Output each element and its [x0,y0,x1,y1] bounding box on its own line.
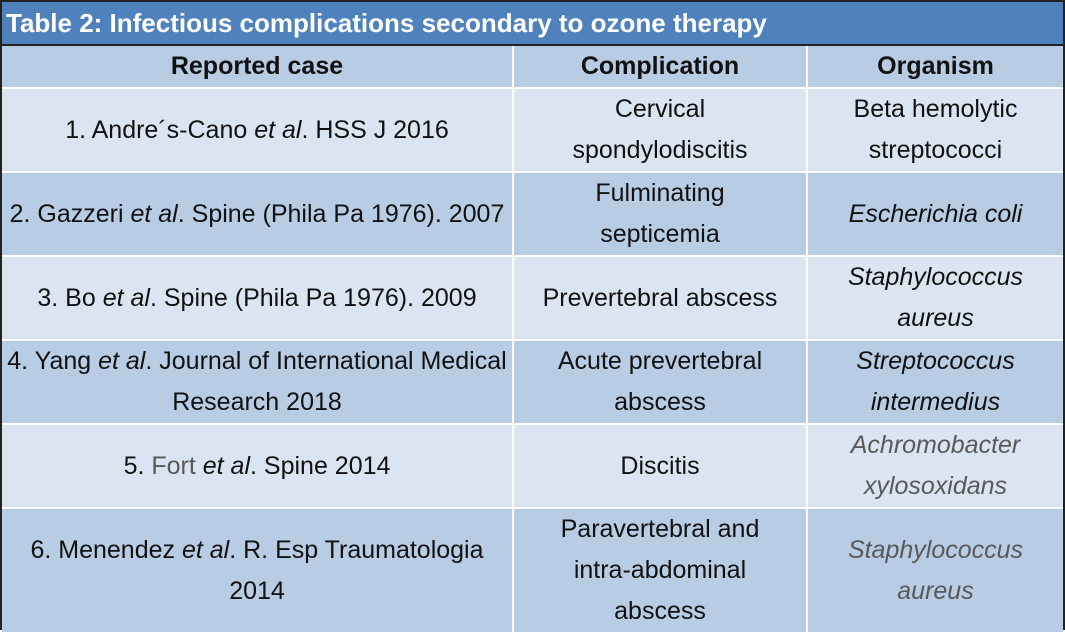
case-author: 4. Yang [7,347,99,375]
case-journal: . HSS J 2016 [301,115,449,144]
reported-case-cell: 4. Yang et al. Journal of International … [2,339,514,425]
header-organism: Organism [806,46,1063,89]
case-author: 1. Andre´s-Cano [65,115,255,144]
case-etal: et al [98,347,146,375]
complication-cell: Discitis [512,423,808,509]
organism-line: streptococci [868,136,1003,164]
case-journal: . Journal of International Medical Resea… [145,347,507,416]
reported-case-cell: 5. Fort et al. Spine 2014 [2,423,514,509]
complication-line: septicemia [600,220,720,248]
case-etal: et al [181,535,230,564]
case-etal: et al [254,115,302,144]
complication-line: intra-abdominal [573,556,747,584]
case-number: 5. [123,451,152,480]
table-row: 5. Fort et al. Spine 2014 Discitis Achro… [2,423,1063,509]
complication-line: Acute prevertebral [557,347,763,375]
complication-line: abscess [614,388,706,416]
case-etal: et al [130,199,178,228]
reported-case-cell: 3. Bo et al. Spine (Phila Pa 1976). 2009 [2,255,514,341]
case-author: 2. Gazzeri [9,199,131,228]
organism-line: Achromobacter [850,431,1021,459]
organism-cell: Streptococcus intermedius [806,339,1063,425]
complication-line: abscess [614,597,706,625]
table-row: 1. Andre´s-Cano et al. HSS J 2016 Cervic… [2,87,1063,173]
complication-line: Fulminating [595,179,725,207]
organism-cell: Beta hemolytic streptococci [806,87,1063,173]
organism-cell: Staphylococcus aureus [806,255,1063,341]
header-reported-case: Reported case [2,46,514,89]
complication-cell: Fulminating septicemia [512,171,808,257]
case-etal: et al [102,283,150,312]
organism-line: Staphylococcus [847,263,1024,291]
complication-cell: Cervical spondylodiscitis [512,87,808,173]
header-complication: Complication [512,46,808,89]
organism-line: Streptococcus [856,347,1015,375]
organism-line: Beta hemolytic [853,95,1018,123]
complication-cell: Paravertebral and intra-abdominal absces… [512,507,808,632]
case-author: 6. Menendez [30,535,182,564]
reported-case-cell: 1. Andre´s-Cano et al. HSS J 2016 [2,87,514,173]
organism-cell: Achromobacter xylosoxidans [806,423,1063,509]
table-row: 2. Gazzeri et al. Spine (Phila Pa 1976).… [2,171,1063,257]
table-row: 6. Menendez et al. R. Esp Traumatologia … [2,507,1063,632]
organism-line: Escherichia coli [848,199,1023,228]
header-row: Reported case Complication Organism [2,46,1063,89]
complication-cell: Prevertebral abscess [512,255,808,341]
organism-line: aureus [897,304,974,332]
complication-line: Discitis [620,451,700,480]
complication-line: spondylodiscitis [572,136,748,164]
case-journal: . Spine (Phila Pa 1976). 2009 [149,283,477,312]
case-journal: . Spine 2014 [250,451,391,480]
organism-line: aureus [897,576,974,605]
case-journal: . Spine (Phila Pa 1976). 2007 [177,199,505,228]
complication-line: Paravertebral and [560,515,760,543]
complications-table: Reported case Complication Organism 1. A… [2,46,1063,632]
reported-case-cell: 6. Menendez et al. R. Esp Traumatologia … [2,507,514,632]
complication-line: Cervical [614,95,706,123]
organism-cell: Staphylococcus aureus [806,507,1063,632]
complication-line: Prevertebral abscess [542,283,778,312]
case-author: Fort [151,451,203,480]
table-row: 3. Bo et al. Spine (Phila Pa 1976). 2009… [2,255,1063,341]
reported-case-cell: 2. Gazzeri et al. Spine (Phila Pa 1976).… [2,171,514,257]
complication-cell: Acute prevertebral abscess [512,339,808,425]
table-row: 4. Yang et al. Journal of International … [2,339,1063,425]
organism-line: xylosoxidans [863,472,1008,500]
organism-line: intermedius [870,388,1001,416]
case-etal: et al [202,451,251,480]
case-journal: . R. Esp Traumatologia 2014 [229,535,484,605]
organism-line: Staphylococcus [847,535,1024,564]
case-author: 3. Bo [37,283,103,312]
organism-cell: Escherichia coli [806,171,1063,257]
table-title: Table 2: Infectious complications second… [2,2,1063,46]
